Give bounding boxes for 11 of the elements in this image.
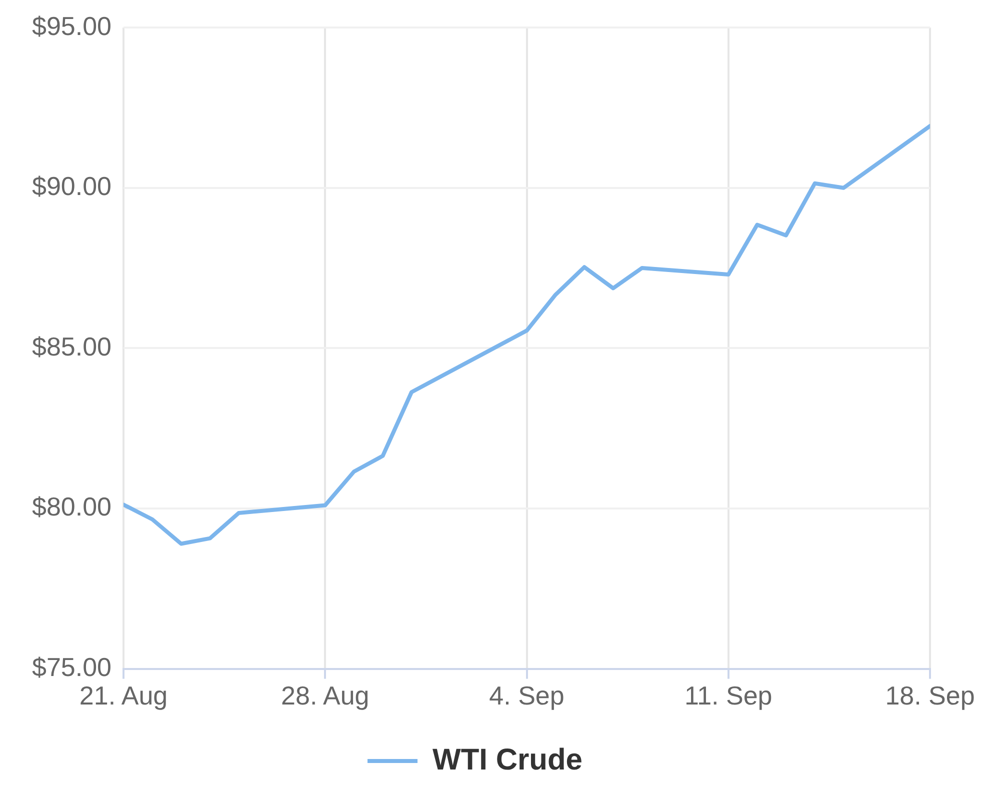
legend-label: WTI Crude bbox=[432, 743, 583, 776]
y-tick-label: $75.00 bbox=[32, 652, 112, 682]
x-tick-label: 11. Sep bbox=[684, 680, 772, 711]
x-tick-label: 4. Sep bbox=[489, 680, 564, 711]
y-tick-label: $80.00 bbox=[32, 492, 112, 522]
x-tick-label: 28. Aug bbox=[281, 680, 370, 711]
y-tick-label: $95.00 bbox=[32, 10, 112, 41]
y-tick-label: $90.00 bbox=[32, 171, 112, 202]
x-tick-label: 18. Sep bbox=[885, 680, 975, 711]
x-tick-label: 21. Aug bbox=[79, 680, 168, 711]
y-tick-label: $85.00 bbox=[32, 331, 112, 362]
